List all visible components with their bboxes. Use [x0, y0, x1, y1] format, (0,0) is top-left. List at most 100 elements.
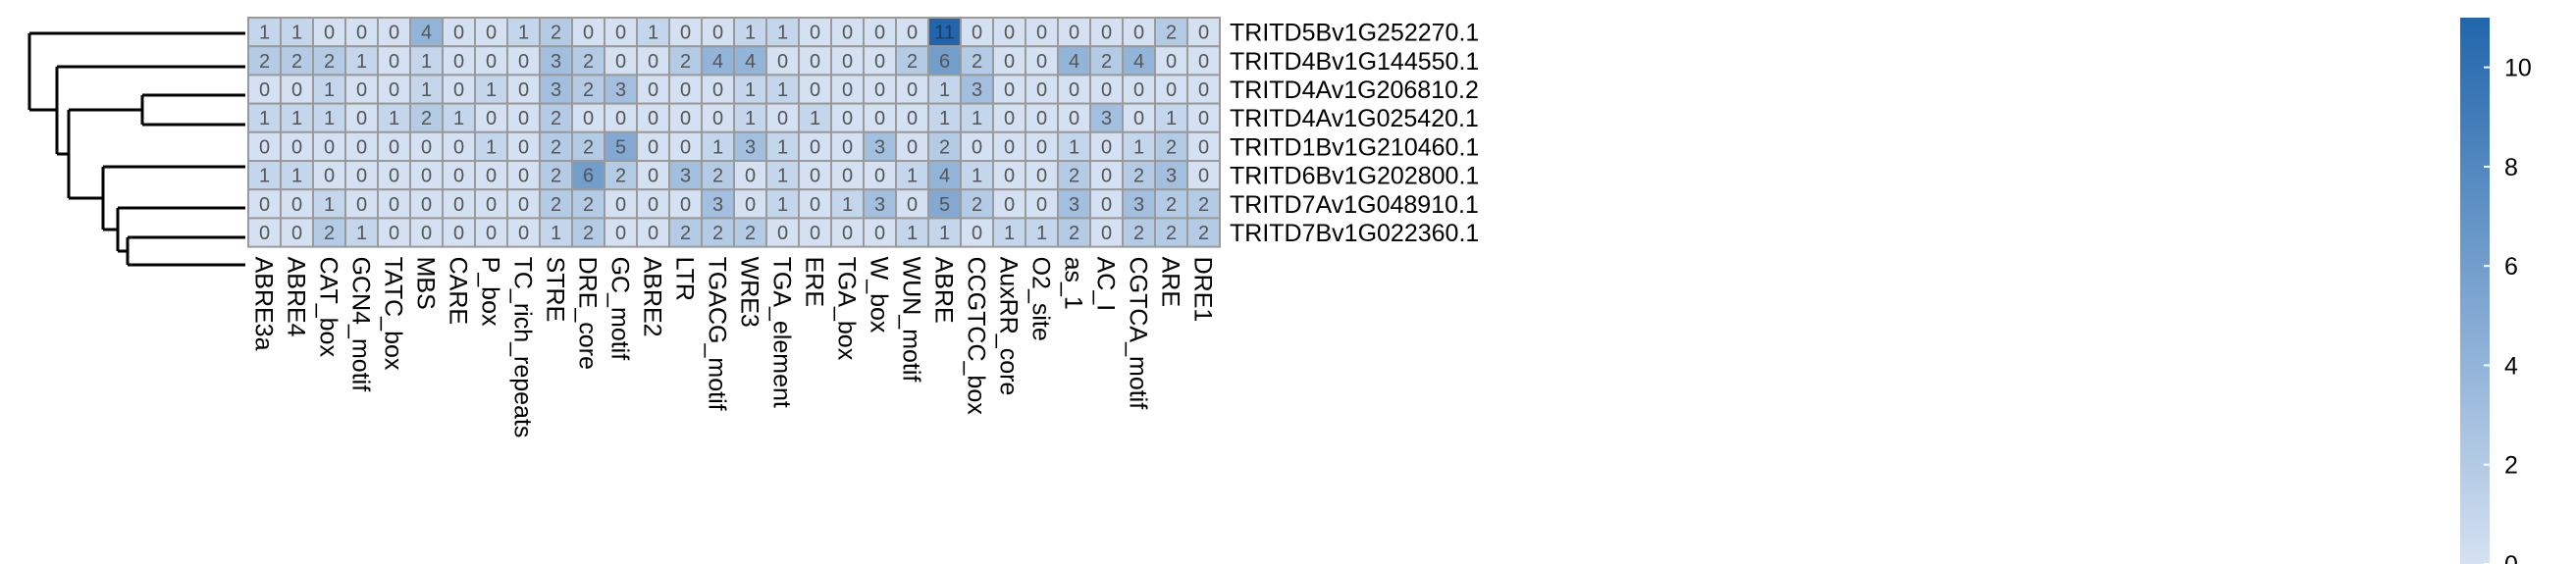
heatmap-cell	[927, 188, 962, 220]
cell-value-label: 1	[648, 23, 658, 44]
heatmap-cell	[247, 102, 282, 133]
cell-value-label: 2	[551, 166, 561, 187]
heatmap-cell	[733, 45, 767, 77]
cell-value-label: 0	[874, 166, 885, 187]
cell-value-label: 0	[745, 166, 756, 187]
cell-value-label: 4	[1069, 51, 1079, 73]
cell-value-label: 1	[939, 108, 950, 129]
cell-value-label: 0	[712, 23, 723, 44]
heatmap-cell	[474, 160, 508, 191]
cell-value-label: 0	[1101, 136, 1112, 158]
cell-value-label: 0	[518, 79, 529, 101]
heatmap-cell	[280, 130, 314, 163]
cell-value-label: 0	[615, 194, 626, 216]
cell-value-label: 0	[615, 23, 626, 44]
heatmap-cell	[1122, 74, 1156, 105]
heatmap-cell	[539, 45, 573, 77]
cell-value-label: 0	[1198, 79, 1209, 101]
heatmap-cell	[1186, 74, 1221, 105]
heatmap-cell	[377, 188, 411, 220]
cell-value-label: 0	[680, 108, 691, 129]
cell-value-label: 4	[745, 51, 756, 73]
cell-value-label: 2	[939, 136, 950, 158]
heatmap-cell	[1025, 130, 1059, 163]
heatmap-cell	[344, 188, 379, 220]
cell-value-label: 0	[1101, 223, 1112, 244]
cell-value-label: 0	[453, 166, 464, 187]
cell-value-label: 3	[1166, 166, 1177, 187]
cell-value-label: 1	[551, 223, 561, 244]
column-label: CAT_box	[315, 257, 342, 358]
cell-value-label: 2	[1133, 166, 1144, 187]
heatmap-cell	[701, 102, 735, 133]
cell-value-label: 0	[583, 23, 594, 44]
column-label: TGA_element	[768, 257, 796, 408]
heatmap-cell	[280, 102, 314, 133]
cell-value-label: 0	[810, 79, 820, 101]
heatmap-cell	[733, 17, 767, 48]
colorbar-tick-label: 10	[2504, 55, 2532, 82]
cell-value-label: 3	[1069, 194, 1079, 216]
cell-value-label: 2	[1166, 136, 1177, 158]
heatmap-cell	[474, 217, 508, 248]
cell-value-label: 2	[1166, 23, 1177, 44]
cell-value-label: 1	[745, 108, 756, 129]
cell-value-label: 2	[583, 136, 594, 158]
heatmap-cell	[247, 217, 282, 248]
cell-value-label: 2	[324, 51, 335, 73]
cell-value-label: 0	[1036, 194, 1047, 216]
cell-value-label: 1	[486, 79, 497, 101]
cell-value-label: 0	[745, 194, 756, 216]
cell-value-label: 0	[389, 23, 399, 44]
cell-value-label: 0	[486, 194, 497, 216]
heatmap-cell	[765, 217, 800, 248]
colorbar-tick-label: 0	[2504, 551, 2518, 564]
cell-value-label: 2	[583, 194, 594, 216]
cell-value-label: 2	[972, 51, 982, 73]
cell-value-label: 2	[583, 223, 594, 244]
cell-value-label: 0	[1069, 108, 1079, 129]
cell-value-label: 0	[874, 79, 885, 101]
heatmap-cell	[668, 102, 703, 133]
cell-value-label: 2	[551, 194, 561, 216]
cell-value-label: 0	[648, 194, 658, 216]
cell-value-label: 5	[939, 194, 950, 216]
cell-value-label: 1	[712, 136, 723, 158]
heatmap-cell	[604, 217, 638, 248]
cell-value-label: 3	[874, 136, 885, 158]
heatmap-cell	[992, 45, 1026, 77]
column-label: ABRE2	[639, 257, 666, 337]
column-label: GC_motif	[606, 257, 634, 361]
cell-value-label: 0	[810, 23, 820, 44]
cell-value-label: 0	[777, 223, 788, 244]
cell-value-label: 0	[1036, 108, 1047, 129]
heatmap-cell	[895, 160, 929, 191]
cell-value-label: 0	[518, 108, 529, 129]
cell-value-label: 0	[680, 136, 691, 158]
cell-value-label: 0	[421, 223, 432, 244]
cell-value-label: 1	[259, 108, 270, 129]
cell-value-label: 0	[907, 23, 918, 44]
cell-value-label: 0	[518, 136, 529, 158]
cell-value-label: 0	[324, 23, 335, 44]
heatmap-cell	[604, 74, 638, 105]
cell-value-label: 1	[939, 223, 950, 244]
cell-value-label: 0	[453, 51, 464, 73]
cell-value-label: 0	[259, 223, 270, 244]
heatmap-cell	[863, 102, 897, 133]
cell-value-label: 0	[842, 51, 853, 73]
cell-value-label: 0	[1004, 194, 1015, 216]
heatmap-cell	[409, 160, 444, 191]
column-label: ABRE	[930, 257, 958, 324]
column-label: W_box	[866, 257, 893, 333]
heatmap-cell	[506, 102, 541, 133]
cell-value-label: 0	[1036, 136, 1047, 158]
cell-value-label: 0	[518, 194, 529, 216]
cell-value-label: 1	[259, 166, 270, 187]
cell-value-label: 0	[777, 108, 788, 129]
cell-value-label: 1	[1004, 223, 1015, 244]
cell-value-label: 3	[680, 166, 691, 187]
cell-value-label: 2	[1198, 223, 1209, 244]
cell-value-label: 0	[259, 136, 270, 158]
cell-value-label: 0	[1004, 79, 1015, 101]
